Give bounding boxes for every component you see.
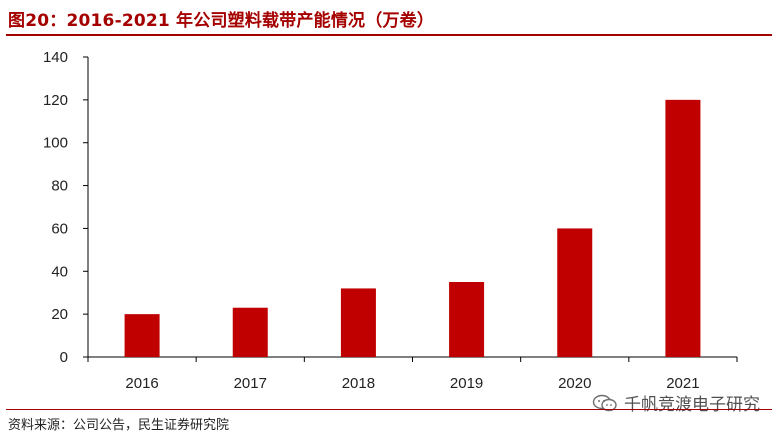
bar-2017 <box>232 307 268 357</box>
watermark: 千帆竞渡电子研究 <box>592 390 760 415</box>
y-tick-label: 20 <box>51 306 68 323</box>
bar-2019 <box>449 282 485 357</box>
x-tick-label: 2017 <box>234 375 267 392</box>
x-tick-label: 2018 <box>342 375 375 392</box>
chart-title: 图20：2016-2021 年公司塑料载带产能情况（万卷） <box>8 11 435 31</box>
y-tick-label: 60 <box>51 220 68 237</box>
y-tick-label: 120 <box>43 92 68 109</box>
x-tick-label: 2016 <box>125 375 158 392</box>
source-note: 资料来源：公司公告，民生证券研究院 <box>8 418 230 433</box>
y-tick-label: 140 <box>43 49 68 66</box>
watermark-text: 千帆竞渡电子研究 <box>624 395 760 415</box>
bar-2021 <box>665 99 701 357</box>
x-tick-label: 2020 <box>558 375 591 392</box>
y-tick-label: 40 <box>51 263 68 280</box>
bar-2018 <box>340 288 376 357</box>
y-axis: 0 20 40 60 80 100 120 140 <box>43 49 89 366</box>
y-tick-label: 100 <box>43 135 68 152</box>
bar-2016 <box>124 314 160 357</box>
x-tick-label: 2021 <box>666 375 699 392</box>
footer-divider <box>6 409 772 410</box>
bars <box>124 99 701 357</box>
y-tick-label: 80 <box>51 178 68 195</box>
wechat-icon <box>592 394 617 411</box>
x-axis: 2016 2017 2018 2019 2020 2021 <box>87 356 738 392</box>
title-divider <box>6 34 772 36</box>
bar-2020 <box>557 228 593 357</box>
x-tick-label: 2019 <box>450 375 483 392</box>
y-tick-label: 0 <box>60 349 68 366</box>
